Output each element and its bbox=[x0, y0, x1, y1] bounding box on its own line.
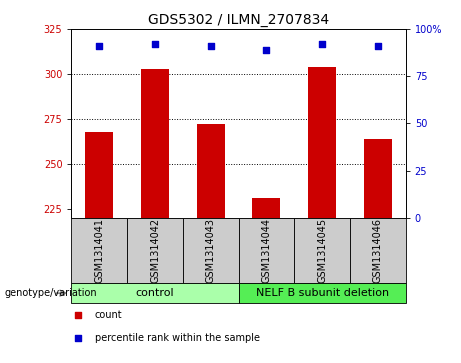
Bar bbox=[85, 131, 113, 218]
Text: GSM1314044: GSM1314044 bbox=[261, 218, 272, 283]
Text: GSM1314043: GSM1314043 bbox=[206, 218, 216, 283]
Bar bbox=[141, 69, 169, 218]
Bar bbox=[71, 283, 239, 303]
Text: genotype/variation: genotype/variation bbox=[5, 288, 97, 298]
Bar bbox=[238, 218, 294, 283]
Point bbox=[374, 43, 382, 49]
Bar bbox=[127, 218, 183, 283]
Point bbox=[95, 43, 103, 49]
Text: percentile rank within the sample: percentile rank within the sample bbox=[95, 334, 260, 343]
Point bbox=[207, 43, 214, 49]
Point bbox=[319, 41, 326, 47]
Bar bbox=[183, 218, 238, 283]
Text: control: control bbox=[136, 288, 174, 298]
Point bbox=[296, 217, 303, 223]
Bar bbox=[294, 218, 350, 283]
Text: GSM1314045: GSM1314045 bbox=[317, 218, 327, 283]
Bar bbox=[71, 218, 127, 283]
Title: GDS5302 / ILMN_2707834: GDS5302 / ILMN_2707834 bbox=[148, 13, 329, 26]
Bar bbox=[238, 283, 406, 303]
Bar bbox=[253, 198, 280, 218]
Bar bbox=[308, 67, 336, 218]
Point bbox=[151, 41, 159, 47]
Bar bbox=[350, 218, 406, 283]
Point bbox=[296, 2, 303, 8]
Text: count: count bbox=[95, 310, 123, 320]
Text: GSM1314046: GSM1314046 bbox=[373, 218, 383, 283]
Text: GSM1314041: GSM1314041 bbox=[95, 218, 104, 283]
Point bbox=[263, 47, 270, 53]
Bar bbox=[364, 139, 392, 218]
Text: GSM1314042: GSM1314042 bbox=[150, 218, 160, 283]
Text: NELF B subunit deletion: NELF B subunit deletion bbox=[255, 288, 389, 298]
Bar bbox=[197, 124, 225, 218]
